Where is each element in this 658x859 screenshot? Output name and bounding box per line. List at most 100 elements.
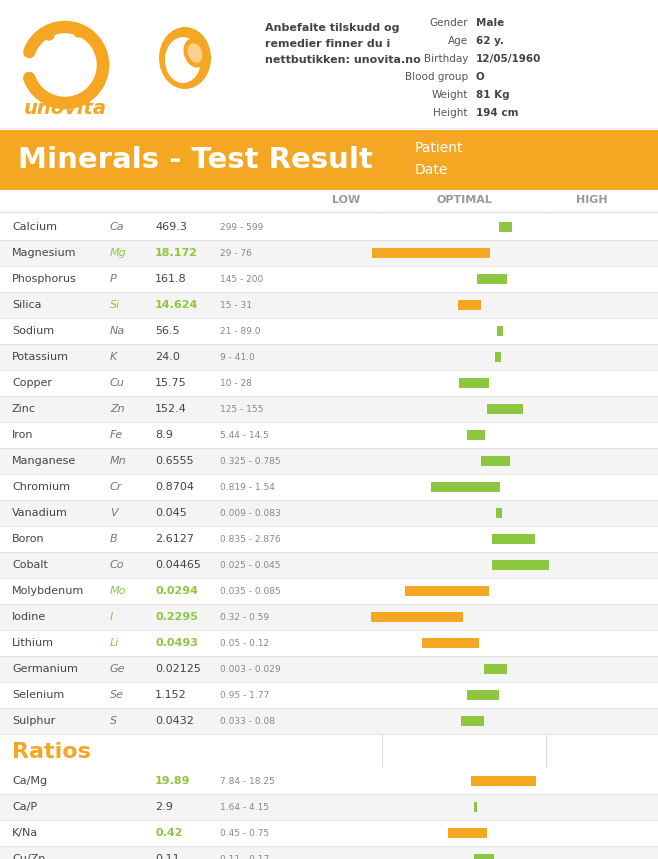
- Text: 15 - 31: 15 - 31: [220, 301, 252, 309]
- Bar: [372, 248, 490, 258]
- Bar: [0, 448, 658, 474]
- Text: 0.025 - 0.045: 0.025 - 0.045: [220, 561, 280, 570]
- Text: 469.3: 469.3: [155, 222, 187, 232]
- Text: Ratios: Ratios: [12, 742, 91, 762]
- Text: Iodine: Iodine: [12, 612, 46, 622]
- Text: Silica: Silica: [12, 300, 41, 310]
- Text: 0.009 - 0.083: 0.009 - 0.083: [220, 509, 281, 517]
- Text: 10 - 28: 10 - 28: [220, 379, 252, 387]
- Bar: [0, 500, 658, 526]
- Bar: [0, 578, 658, 604]
- Bar: [457, 300, 480, 310]
- Bar: [480, 456, 510, 466]
- Text: P: P: [110, 274, 116, 284]
- Text: 125 - 155: 125 - 155: [220, 405, 263, 413]
- Bar: [467, 430, 486, 440]
- Text: Minerals - Test Result: Minerals - Test Result: [18, 146, 373, 174]
- Bar: [461, 716, 484, 726]
- Bar: [477, 274, 507, 284]
- Bar: [0, 794, 658, 820]
- Text: 29 - 76: 29 - 76: [220, 248, 252, 258]
- Text: Cu/Zn: Cu/Zn: [12, 854, 45, 859]
- Text: 19.89: 19.89: [155, 776, 191, 786]
- Text: I: I: [110, 612, 113, 622]
- Text: Age: Age: [448, 36, 468, 46]
- Text: Weight: Weight: [432, 90, 468, 100]
- Text: Fe: Fe: [110, 430, 123, 440]
- Text: Ca: Ca: [110, 222, 124, 232]
- Text: 0.45 - 0.75: 0.45 - 0.75: [220, 828, 269, 838]
- Text: 56.5: 56.5: [155, 326, 180, 336]
- Circle shape: [45, 45, 85, 85]
- Text: 0.033 - 0.08: 0.033 - 0.08: [220, 716, 275, 726]
- Circle shape: [74, 27, 84, 37]
- Bar: [484, 664, 507, 674]
- Text: 9 - 41.0: 9 - 41.0: [220, 352, 255, 362]
- Text: 7.84 - 18.25: 7.84 - 18.25: [220, 777, 275, 785]
- Text: 1.152: 1.152: [155, 690, 187, 700]
- Text: Calcium: Calcium: [12, 222, 57, 232]
- Text: K: K: [110, 352, 117, 362]
- Bar: [0, 396, 658, 422]
- Text: Li: Li: [110, 638, 119, 648]
- Bar: [492, 534, 535, 544]
- Text: Magnesium: Magnesium: [12, 248, 76, 258]
- Text: Gender: Gender: [430, 18, 468, 28]
- Bar: [467, 690, 499, 700]
- Bar: [0, 656, 658, 682]
- Text: Height: Height: [434, 108, 468, 118]
- Bar: [432, 482, 500, 492]
- Bar: [487, 404, 523, 414]
- Bar: [0, 768, 658, 794]
- Bar: [0, 370, 658, 396]
- Text: HIGH: HIGH: [576, 195, 608, 205]
- Text: 0.02125: 0.02125: [155, 664, 201, 674]
- Text: Ca/Mg: Ca/Mg: [12, 776, 47, 786]
- Text: 0.11: 0.11: [155, 854, 180, 859]
- Bar: [0, 240, 658, 266]
- Text: 0.2295: 0.2295: [155, 612, 198, 622]
- Text: Chromium: Chromium: [12, 482, 70, 492]
- Text: K/Na: K/Na: [12, 828, 38, 838]
- Text: 0.0432: 0.0432: [155, 716, 194, 726]
- Text: Vanadium: Vanadium: [12, 508, 68, 518]
- Text: Blood group: Blood group: [405, 72, 468, 82]
- Bar: [0, 422, 658, 448]
- Ellipse shape: [159, 27, 211, 89]
- Text: nettbutikken: unovita.no: nettbutikken: unovita.no: [265, 55, 420, 65]
- Text: 18.172: 18.172: [155, 248, 198, 258]
- Text: V: V: [110, 508, 118, 518]
- Text: 0.42: 0.42: [155, 828, 182, 838]
- Bar: [370, 612, 463, 622]
- Text: OPTIMAL: OPTIMAL: [436, 195, 492, 205]
- Text: S: S: [110, 716, 117, 726]
- Text: Cu: Cu: [110, 378, 125, 388]
- Text: Birthday: Birthday: [424, 54, 468, 64]
- Text: Sodium: Sodium: [12, 326, 54, 336]
- Bar: [0, 214, 658, 240]
- Text: Germanium: Germanium: [12, 664, 78, 674]
- Circle shape: [44, 30, 54, 40]
- Bar: [459, 378, 489, 388]
- Text: Iron: Iron: [12, 430, 34, 440]
- Text: 12/05/1960: 12/05/1960: [476, 54, 542, 64]
- Bar: [0, 474, 658, 500]
- Bar: [0, 846, 658, 859]
- Bar: [474, 854, 494, 859]
- Text: Cr: Cr: [110, 482, 122, 492]
- Text: 62 y.: 62 y.: [476, 36, 504, 46]
- Text: 0.819 - 1.54: 0.819 - 1.54: [220, 483, 275, 491]
- Bar: [0, 292, 658, 318]
- Text: Boron: Boron: [12, 534, 45, 544]
- Text: 194 cm: 194 cm: [476, 108, 519, 118]
- Text: unovita: unovita: [24, 99, 107, 118]
- Text: Zinc: Zinc: [12, 404, 36, 414]
- Text: LOW: LOW: [332, 195, 360, 205]
- Bar: [499, 222, 512, 232]
- Bar: [474, 802, 477, 812]
- Text: 1.64 - 4.15: 1.64 - 4.15: [220, 802, 269, 812]
- Bar: [0, 604, 658, 630]
- Text: Potassium: Potassium: [12, 352, 69, 362]
- Text: Zn: Zn: [110, 404, 124, 414]
- Text: Male: Male: [476, 18, 504, 28]
